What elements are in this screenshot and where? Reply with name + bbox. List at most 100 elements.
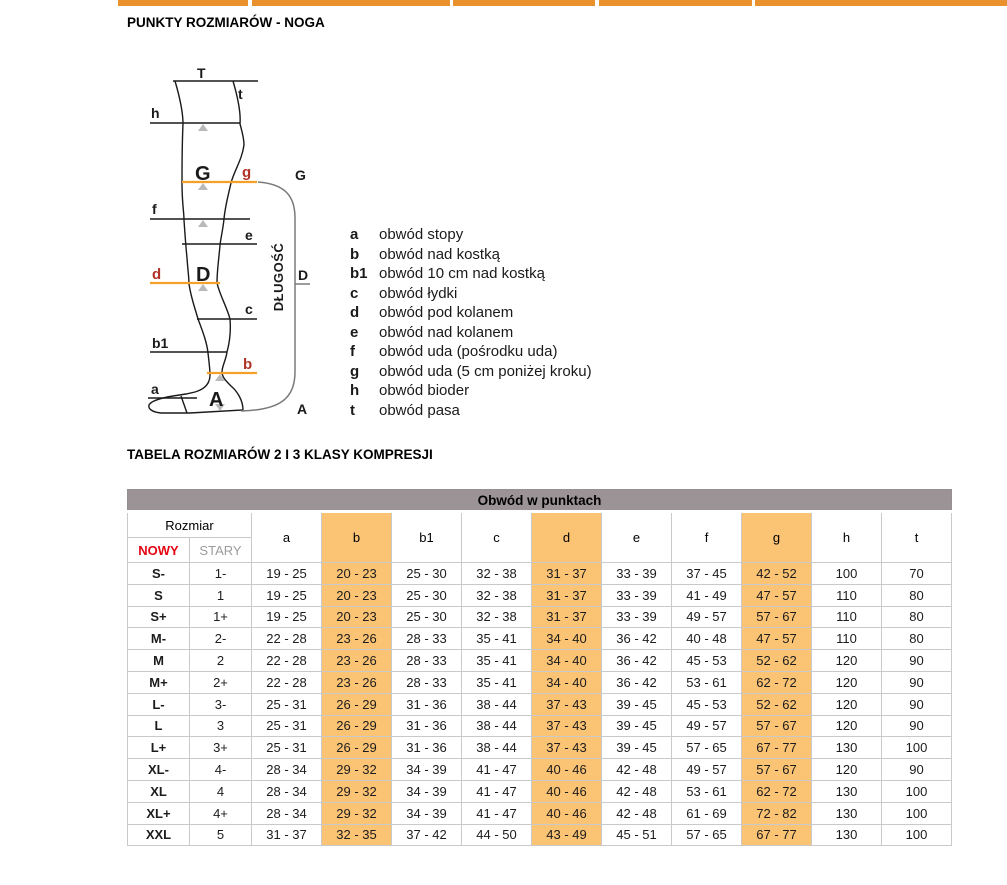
value-cell-b: 26 - 29 [321, 736, 392, 760]
value-cell-e: 33 - 39 [601, 605, 672, 629]
value-cell-f: 53 - 61 [671, 779, 742, 803]
value-cell-t: 80 [880, 583, 953, 607]
legend-letter: b1 [350, 265, 368, 282]
value-cell-d: 34 - 40 [531, 670, 602, 694]
value-cell-t: 90 [880, 692, 953, 716]
value-cell-b: 20 - 23 [321, 583, 392, 607]
size-new-cell: M- [127, 627, 190, 651]
point-column-header-c: c [461, 511, 532, 563]
point-label-b: b [243, 356, 252, 373]
nav-tab-bar[interactable] [755, 0, 1007, 6]
point-label-c: c [245, 301, 253, 317]
value-cell-h: 120 [811, 692, 882, 716]
marker-triangle-a-down [215, 404, 225, 411]
table-title: TABELA ROZMIARÓW 2 I 3 KLASY KOMPRESJI [127, 447, 433, 462]
old-size-header: STARY [189, 537, 252, 563]
point-column-header-b: b [321, 511, 392, 563]
toe-cap-divider [180, 395, 188, 414]
value-cell-c: 32 - 38 [461, 562, 532, 585]
leg-outline-right [216, 80, 245, 373]
value-cell-t: 90 [880, 670, 953, 694]
point-column-header-b1: b1 [391, 511, 462, 563]
value-cell-g: 62 - 72 [741, 779, 812, 803]
value-cell-d: 37 - 43 [531, 692, 602, 716]
legend-item: b obwód nad kostką [350, 245, 592, 265]
size-new-cell: L [127, 714, 190, 738]
value-cell-g: 72 - 82 [741, 801, 812, 825]
value-cell-t: 90 [880, 714, 953, 738]
point-label-G-big: G [195, 163, 211, 185]
value-cell-b: 26 - 29 [321, 692, 392, 716]
value-cell-a: 19 - 25 [251, 562, 322, 585]
value-cell-f: 53 - 61 [671, 670, 742, 694]
legend: a obwód stopy b obwód nad kostką b1 obwód 10 … [350, 225, 592, 420]
point-column-header-g: g [741, 511, 812, 563]
legend-letter: a [350, 226, 359, 243]
value-cell-h: 100 [811, 562, 882, 585]
point-column-header-e: e [601, 511, 672, 563]
marker-triangle-g [198, 183, 208, 190]
value-cell-h: 130 [811, 779, 882, 803]
size-old-cell: 2+ [189, 670, 252, 694]
size-new-cell: S+ [127, 605, 190, 629]
value-cell-e: 36 - 42 [601, 670, 672, 694]
side-label-A: A [297, 401, 307, 417]
value-cell-e: 45 - 51 [601, 823, 672, 847]
point-label-f: f [152, 201, 157, 217]
legend-item: g obwód uda (5 cm poniżej kroku) [350, 362, 592, 382]
value-cell-d: 40 - 46 [531, 801, 602, 825]
value-cell-f: 45 - 53 [671, 649, 742, 672]
value-cell-f: 37 - 45 [671, 562, 742, 585]
size-old-cell: 2- [189, 627, 252, 651]
legend-letter: g [350, 362, 360, 380]
point-label-a: a [151, 381, 159, 397]
table-row: XXL 5 31 - 37 32 - 35 37 - 42 44 - 50 43 - 49 4… [127, 823, 953, 847]
value-cell-f: 45 - 53 [671, 692, 742, 716]
value-cell-e: 36 - 42 [601, 649, 672, 672]
nav-tab-bar[interactable] [252, 0, 450, 6]
value-cell-h: 110 [811, 627, 882, 651]
value-cell-h: 120 [811, 649, 882, 672]
marker-triangle-f [198, 220, 208, 227]
size-old-cell: 3 [189, 714, 252, 738]
size-new-cell: S- [127, 562, 190, 585]
value-cell-b1: 25 - 30 [391, 562, 462, 585]
new-size-header: NOWY [127, 537, 190, 563]
size-new-cell: M [127, 649, 190, 672]
length-bracket [240, 181, 296, 412]
value-cell-b1: 34 - 39 [391, 758, 462, 781]
size-old-cell: 4 [189, 779, 252, 803]
value-cell-a: 19 - 25 [251, 605, 322, 629]
value-cell-f: 61 - 69 [671, 801, 742, 825]
size-table: Obwód w punktach Rozmiar a b b1 c d e f g h t NOW… [126, 489, 953, 847]
legend-item: b1 obwód 10 cm nad kostką [350, 264, 592, 284]
legend-letter: e [350, 323, 359, 341]
size-old-cell: 1+ [189, 605, 252, 629]
value-cell-g: 67 - 77 [741, 823, 812, 847]
point-column-header-a: a [251, 511, 322, 563]
value-cell-d: 40 - 46 [531, 779, 602, 803]
size-old-cell: 1- [189, 562, 252, 585]
table-row: XL+ 4+ 28 - 34 29 - 32 34 - 39 41 - 47 40 - 46… [127, 801, 953, 825]
value-cell-d: 43 - 49 [531, 823, 602, 847]
leg-measurement-diagram: T t h G g f e d D c b1 b a A G D A DŁUGO… [148, 65, 310, 417]
value-cell-d: 31 - 37 [531, 605, 602, 629]
value-cell-b1: 31 - 36 [391, 714, 462, 738]
size-new-cell: L+ [127, 736, 190, 760]
legend-text: obwód nad kolanem [379, 323, 514, 341]
legend-item: h obwód bioder [350, 381, 592, 401]
size-old-cell: 2 [189, 649, 252, 672]
value-cell-g: 57 - 67 [741, 605, 812, 629]
legend-item: a obwód stopy [350, 225, 592, 245]
nav-tab-bar[interactable] [453, 0, 595, 6]
value-cell-a: 25 - 31 [251, 714, 322, 738]
value-cell-f: 57 - 65 [671, 823, 742, 847]
table-row: S 1 19 - 25 20 - 23 25 - 30 32 - 38 31 - 37 33 … [127, 583, 953, 607]
nav-tab-bar[interactable] [118, 0, 248, 6]
nav-tab-bar[interactable] [599, 0, 752, 6]
value-cell-b1: 34 - 39 [391, 801, 462, 825]
table-row: L- 3- 25 - 31 26 - 29 31 - 36 38 - 44 37 - 43 3… [127, 692, 953, 716]
value-cell-b1: 25 - 30 [391, 605, 462, 629]
value-cell-b1: 31 - 36 [391, 736, 462, 760]
size-old-cell: 3- [189, 692, 252, 716]
